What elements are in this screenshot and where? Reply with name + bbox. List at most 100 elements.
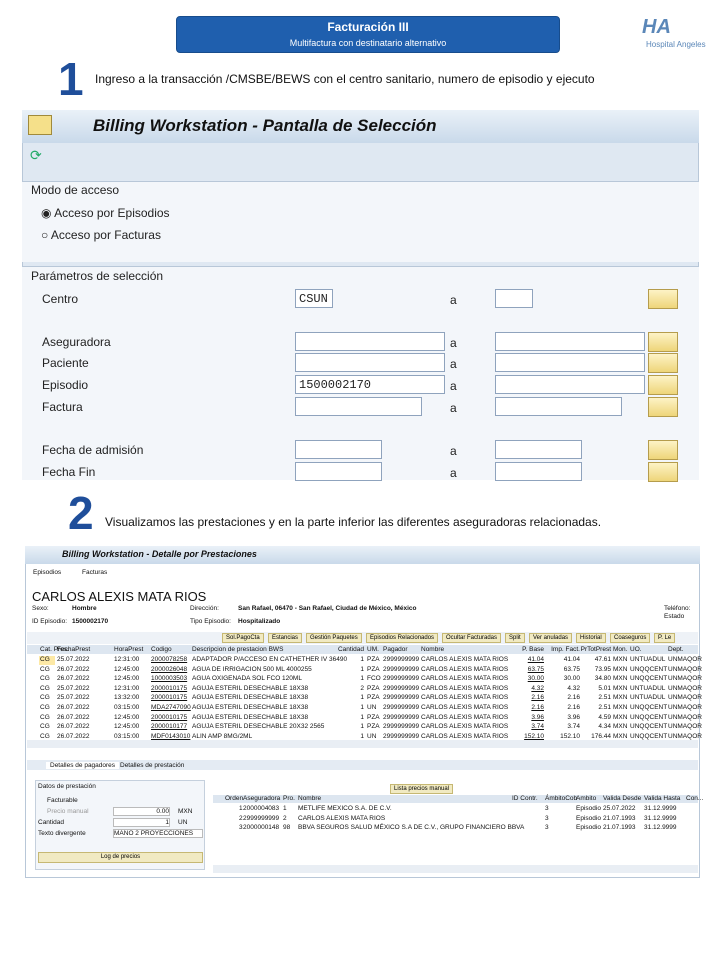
table-cell: Episodio	[576, 805, 601, 812]
radio-label: Acceso por Facturas	[50, 228, 161, 242]
toolbar-button[interactable]: Sol.PagoCta	[222, 633, 264, 643]
input-from[interactable]	[295, 440, 382, 459]
multi-select-button[interactable]	[648, 397, 678, 417]
column-header: Mon.	[613, 646, 628, 653]
toolbar-button[interactable]: Historial	[576, 633, 606, 643]
table-cell: 4.34	[598, 723, 611, 731]
table-cell: UNMAQOR	[668, 732, 702, 740]
column-header: ID Contr.	[512, 795, 538, 802]
table-cell: 2999999999	[383, 713, 420, 721]
table-cell: 1	[360, 704, 364, 711]
table-cell: 26.07.2022	[57, 732, 90, 740]
header-title: Facturación III	[327, 20, 409, 34]
label: Precio manual	[47, 808, 89, 815]
multi-select-button[interactable]	[648, 440, 678, 460]
table-cell: MDF0143010	[151, 732, 191, 740]
logo-text: Hospital Angeles	[646, 40, 706, 49]
toolbar-button[interactable]: P. Le	[654, 633, 676, 643]
table-cell: UNMAQOR	[668, 684, 702, 692]
input-to[interactable]	[495, 332, 645, 351]
table-cell: PZA	[367, 694, 380, 702]
input-to[interactable]	[495, 353, 645, 372]
input-from[interactable]: CSUN	[295, 289, 333, 308]
input-from[interactable]	[295, 353, 445, 372]
table-cell: AGUJA ESTERIL DESECHABLE 18X38	[192, 704, 309, 711]
table-cell: 63.75	[563, 665, 580, 673]
input-to[interactable]	[495, 375, 645, 394]
multi-select-button[interactable]	[648, 289, 678, 309]
range-separator: a	[450, 401, 457, 415]
table-cell: 3	[239, 824, 243, 831]
table-cell: METLIFE MEXICO S.A. DE C.V.	[298, 805, 392, 812]
table-cell: 3	[545, 805, 549, 812]
table-cell: 03:15:00	[114, 732, 140, 740]
table-cell: 2999999999	[383, 665, 420, 673]
value: 1500002170	[72, 618, 109, 625]
multi-select-button[interactable]	[648, 375, 678, 395]
multi-select-button[interactable]	[648, 462, 678, 482]
range-separator: a	[450, 293, 457, 307]
execute-icon[interactable]: ⟳	[30, 147, 42, 163]
input-from[interactable]: 1500002170	[295, 375, 445, 394]
input-from[interactable]	[295, 332, 445, 351]
input-to[interactable]	[495, 440, 582, 459]
table-cell: 3.74	[531, 723, 544, 731]
table-cell: ADAPTADOR P/ACCESO EN CATHETHER IV 36490	[192, 656, 348, 663]
toolbar-button[interactable]: Gestión Paquetes	[306, 633, 362, 643]
multi-select-button[interactable]	[648, 332, 678, 352]
table-cell: CARLOS ALEXIS MATA RIOS	[421, 732, 509, 740]
nav-button[interactable]: Episodios	[33, 569, 62, 576]
column-header: PrTotPrest	[580, 646, 611, 653]
group-title: Datos de prestación	[38, 783, 96, 790]
table-cell: UNMAQOR	[668, 713, 702, 721]
table-cell: AGUJA ESTERIL DESECHABLE 18X38	[192, 694, 309, 702]
table-cell: 2999999999	[383, 675, 420, 683]
table-cell: 2999999999	[383, 732, 420, 740]
input-to[interactable]	[495, 397, 622, 416]
input-from[interactable]	[295, 462, 382, 481]
column-header: Cantidad	[337, 646, 364, 653]
table-cell: CG	[40, 694, 50, 702]
table-cell: CARLOS ALEXIS MATA RIOS	[421, 675, 509, 683]
toolbar-button[interactable]: Coaseguros	[610, 633, 651, 643]
table-header	[27, 645, 698, 654]
table-cell: 73.95	[594, 665, 611, 673]
log-button[interactable]: Log de precios	[38, 852, 203, 863]
column-header: Pagador	[383, 646, 408, 653]
screen-title: Billing Workstation - Pantalla de Selecc…	[93, 116, 437, 135]
tab[interactable]: Detalles de prestación	[120, 762, 185, 769]
table-cell: 21.07.1993	[603, 814, 636, 822]
input-to[interactable]	[495, 289, 533, 308]
column-header: Orden	[225, 795, 244, 802]
table-cell: 152.10	[560, 732, 580, 740]
table-cell: 30.00	[527, 675, 544, 683]
nav-button[interactable]: Facturas	[82, 569, 108, 576]
column-header: Con...	[686, 795, 704, 802]
column-header: Valida Hasta	[644, 795, 681, 802]
logo-mark: HA	[642, 16, 671, 38]
app-icon	[28, 115, 52, 135]
toolbar-button[interactable]: Ver anuladas	[529, 633, 573, 643]
table-cell: CARLOS ALEXIS MATA RIOS	[421, 656, 509, 663]
toolbar-button[interactable]: Split	[505, 633, 525, 643]
input-to[interactable]	[495, 462, 582, 481]
toolbar-button[interactable]: Estancias	[268, 633, 303, 643]
group-access	[22, 181, 699, 262]
toolbar-button[interactable]: Episodios Relacionados	[366, 633, 439, 643]
table-cell: 2000010177	[151, 723, 188, 731]
table-cell: UNTUADUL	[630, 684, 666, 692]
toolbar-button[interactable]: Lista precios manual	[390, 784, 454, 794]
table-cell: 98	[283, 824, 291, 831]
radio-option[interactable]: ◉ Acceso por Episodios	[41, 206, 170, 220]
range-separator: a	[450, 444, 457, 458]
tab[interactable]: Detalles de pagadores	[46, 762, 120, 769]
field-label: Aseguradora	[42, 335, 111, 349]
radio-option[interactable]: ○ Acceso por Facturas	[41, 228, 161, 242]
table-cell: UNMAQOR	[668, 665, 702, 673]
multi-select-button[interactable]	[648, 353, 678, 373]
input-from[interactable]	[295, 397, 422, 416]
table-cell: UNQQCENT	[630, 675, 668, 683]
range-separator: a	[450, 336, 457, 350]
toolbar-button[interactable]: Ocultar Facturadas	[442, 633, 502, 643]
